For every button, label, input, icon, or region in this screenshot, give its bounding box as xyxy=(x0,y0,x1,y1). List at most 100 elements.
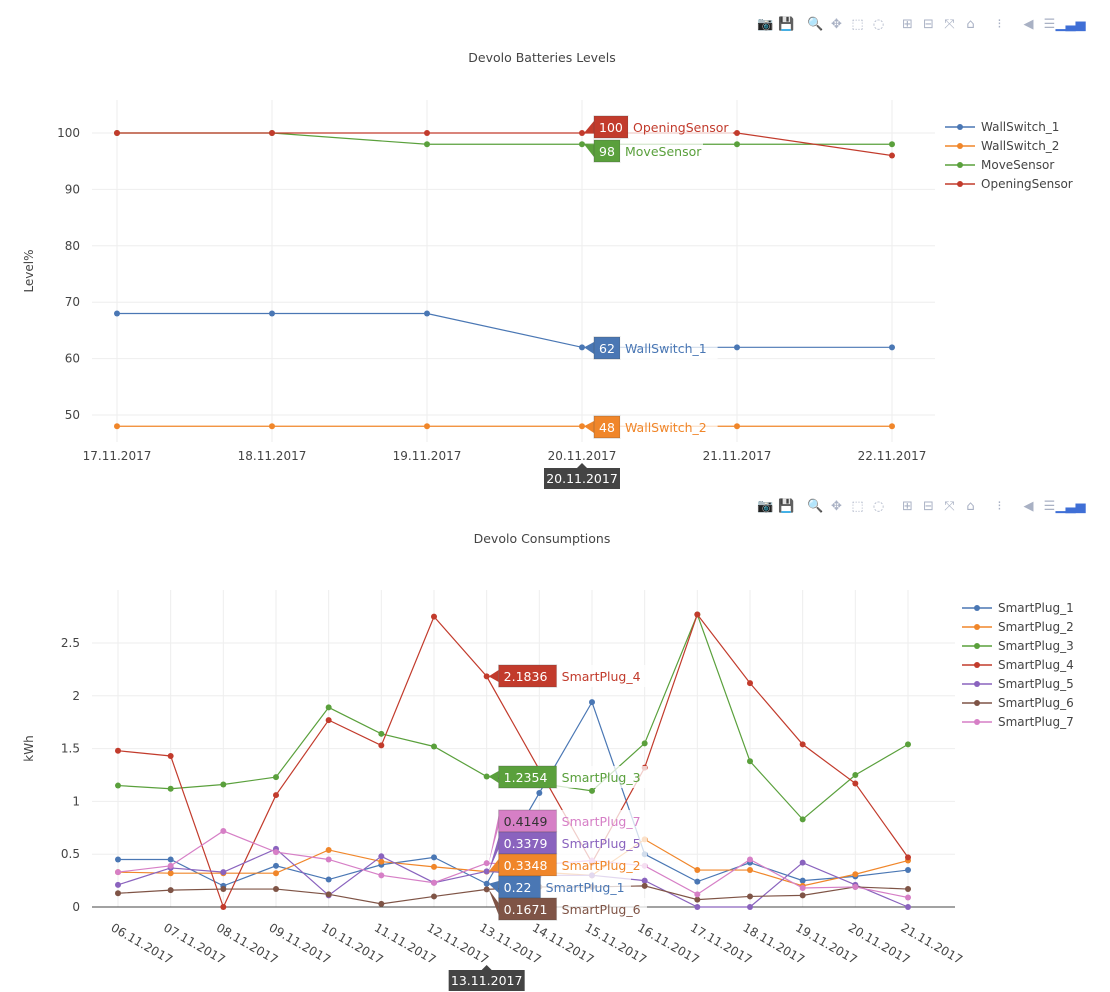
camera-icon[interactable]: 📷 xyxy=(757,498,774,514)
data-point[interactable] xyxy=(167,752,174,759)
data-point[interactable] xyxy=(115,881,121,888)
data-point[interactable] xyxy=(889,344,895,351)
data-point[interactable] xyxy=(734,141,740,148)
data-point[interactable] xyxy=(852,871,859,878)
hover-compare-icon[interactable]: ☰ xyxy=(1043,16,1056,32)
data-point[interactable] xyxy=(889,423,895,430)
legend-label[interactable]: SmartPlug_6 xyxy=(998,696,1074,710)
data-point[interactable] xyxy=(424,130,430,136)
data-point[interactable] xyxy=(431,613,437,620)
reset-axes-icon[interactable]: ⌂ xyxy=(966,498,975,514)
data-point[interactable] xyxy=(431,743,437,750)
reset-axes-icon[interactable]: ⌂ xyxy=(966,16,975,32)
data-point[interactable] xyxy=(269,310,275,317)
autoscale-icon[interactable]: ⤧ xyxy=(944,498,955,514)
data-point[interactable] xyxy=(115,747,121,754)
data-point[interactable] xyxy=(115,869,121,876)
data-point[interactable] xyxy=(747,680,753,687)
data-point[interactable] xyxy=(905,904,911,910)
data-point[interactable] xyxy=(905,894,911,901)
data-point[interactable] xyxy=(905,867,911,874)
data-point[interactable] xyxy=(431,879,437,886)
data-point[interactable] xyxy=(378,742,385,749)
lasso-icon[interactable]: ◌ xyxy=(872,16,885,32)
data-point[interactable] xyxy=(694,891,701,898)
data-point[interactable] xyxy=(114,423,120,430)
data-point[interactable] xyxy=(325,856,332,863)
data-point[interactable] xyxy=(483,868,490,875)
data-point[interactable] xyxy=(273,886,279,893)
data-point[interactable] xyxy=(114,130,120,136)
data-point[interactable] xyxy=(167,856,174,863)
data-point[interactable] xyxy=(483,860,490,867)
legend-label[interactable]: WallSwitch_2 xyxy=(981,139,1059,153)
data-point[interactable] xyxy=(694,878,701,885)
legend-label[interactable]: MoveSensor xyxy=(981,158,1054,172)
zoom-out-icon[interactable]: ⊟ xyxy=(923,16,934,32)
zoom-icon[interactable]: 🔍 xyxy=(807,498,824,514)
save-icon[interactable]: 💾 xyxy=(778,498,795,514)
data-point[interactable] xyxy=(694,896,701,903)
data-point[interactable] xyxy=(799,877,806,884)
data-point[interactable] xyxy=(641,882,648,889)
data-point[interactable] xyxy=(273,862,279,869)
data-point[interactable] xyxy=(273,870,279,877)
hover-closest-icon[interactable]: ◀ xyxy=(1023,16,1034,32)
data-point[interactable] xyxy=(115,782,121,789)
data-point[interactable] xyxy=(378,853,385,860)
box-select-icon[interactable]: ⬚ xyxy=(851,498,864,514)
data-point[interactable] xyxy=(325,704,332,711)
zoom-in-icon[interactable]: ⊞ xyxy=(902,498,913,514)
data-point[interactable] xyxy=(483,773,490,780)
data-point[interactable] xyxy=(799,741,806,748)
data-point[interactable] xyxy=(694,611,701,618)
legend-label[interactable]: SmartPlug_3 xyxy=(998,639,1074,653)
data-point[interactable] xyxy=(483,880,490,887)
plotly-logo-icon[interactable]: ▁▃▅ xyxy=(1055,498,1086,514)
data-point[interactable] xyxy=(115,890,121,897)
data-point[interactable] xyxy=(378,858,385,865)
data-point[interactable] xyxy=(483,673,490,680)
data-point[interactable] xyxy=(424,141,430,148)
autoscale-icon[interactable]: ⤧ xyxy=(944,16,955,32)
data-point[interactable] xyxy=(747,893,753,900)
data-point[interactable] xyxy=(579,344,585,351)
data-point[interactable] xyxy=(579,141,585,148)
data-point[interactable] xyxy=(431,854,437,861)
data-point[interactable] xyxy=(378,900,385,907)
lasso-icon[interactable]: ◌ xyxy=(872,498,885,514)
data-point[interactable] xyxy=(694,904,701,910)
data-point[interactable] xyxy=(220,869,227,876)
data-point[interactable] xyxy=(431,863,437,870)
data-point[interactable] xyxy=(747,904,753,910)
spike-lines-icon[interactable]: ⁝ xyxy=(997,16,1002,32)
legend-label[interactable]: SmartPlug_4 xyxy=(998,658,1074,672)
data-point[interactable] xyxy=(734,423,740,430)
data-point[interactable] xyxy=(747,758,753,765)
data-point[interactable] xyxy=(734,130,740,136)
box-select-icon[interactable]: ⬚ xyxy=(851,16,864,32)
data-point[interactable] xyxy=(325,717,332,724)
plotly-logo-icon[interactable]: ▁▃▅ xyxy=(1055,16,1086,32)
data-point[interactable] xyxy=(378,872,385,879)
hover-compare-icon[interactable]: ☰ xyxy=(1043,498,1056,514)
data-point[interactable] xyxy=(747,856,753,863)
data-point[interactable] xyxy=(734,344,740,351)
data-point[interactable] xyxy=(536,789,543,796)
data-point[interactable] xyxy=(694,867,701,874)
data-point[interactable] xyxy=(114,310,120,317)
data-point[interactable] xyxy=(579,130,585,136)
data-point[interactable] xyxy=(483,886,490,893)
legend-label[interactable]: SmartPlug_7 xyxy=(998,715,1074,729)
data-point[interactable] xyxy=(273,849,279,856)
pan-icon[interactable]: ✥ xyxy=(831,498,842,514)
data-point[interactable] xyxy=(273,774,279,781)
legend-label[interactable]: WallSwitch_1 xyxy=(981,120,1059,134)
data-point[interactable] xyxy=(905,854,911,861)
data-point[interactable] xyxy=(852,883,859,890)
data-point[interactable] xyxy=(273,792,279,799)
save-icon[interactable]: 💾 xyxy=(778,16,795,32)
data-point[interactable] xyxy=(799,892,806,899)
data-point[interactable] xyxy=(852,772,859,778)
data-point[interactable] xyxy=(220,886,227,893)
